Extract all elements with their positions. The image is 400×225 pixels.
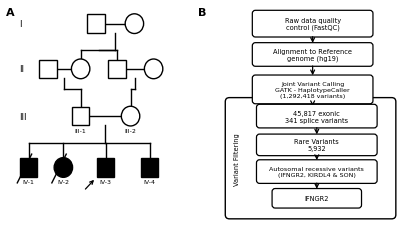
Circle shape (121, 107, 140, 126)
Text: IV-2: IV-2 (57, 180, 69, 184)
Bar (87, 15, 105, 34)
Circle shape (54, 158, 72, 178)
FancyBboxPatch shape (256, 135, 377, 156)
Text: Alignment to Reference
genome (hg19): Alignment to Reference genome (hg19) (273, 49, 352, 62)
Circle shape (72, 60, 90, 79)
FancyBboxPatch shape (252, 76, 373, 104)
Bar (141, 159, 158, 177)
Bar (20, 159, 38, 177)
Bar (72, 107, 89, 126)
Text: Rare Variants
5,932: Rare Variants 5,932 (294, 139, 339, 152)
Text: I: I (19, 20, 22, 29)
Text: 45,817 exonic
341 splice variants: 45,817 exonic 341 splice variants (285, 110, 348, 123)
FancyBboxPatch shape (256, 160, 377, 184)
Text: III-1: III-1 (75, 128, 86, 133)
Text: Variant Filtering: Variant Filtering (234, 132, 240, 185)
FancyBboxPatch shape (252, 43, 373, 67)
Bar (97, 159, 114, 177)
Text: III: III (19, 112, 27, 121)
Text: B: B (198, 8, 207, 18)
Text: III-2: III-2 (125, 129, 136, 134)
FancyBboxPatch shape (256, 105, 377, 128)
Text: IV: IV (19, 163, 28, 172)
Text: IV-1: IV-1 (23, 179, 35, 184)
Text: IV-4: IV-4 (144, 179, 156, 184)
FancyBboxPatch shape (225, 98, 396, 219)
Circle shape (125, 15, 144, 34)
Text: II: II (19, 65, 24, 74)
Text: Raw data quality
control (FastQC): Raw data quality control (FastQC) (284, 18, 341, 31)
Text: Autosomal recessive variants
(IFNGR2, KIRDL4 & SON): Autosomal recessive variants (IFNGR2, KI… (269, 166, 364, 177)
Circle shape (144, 60, 163, 79)
Bar (108, 60, 126, 79)
Text: A: A (6, 8, 14, 18)
FancyBboxPatch shape (272, 189, 362, 208)
FancyBboxPatch shape (252, 11, 373, 38)
Text: Joint Variant Calling
GATK - HaplotypeCaller
(1,292,418 variants): Joint Variant Calling GATK - HaplotypeCa… (275, 82, 350, 98)
Text: IFNGR2: IFNGR2 (304, 196, 329, 201)
Bar (39, 60, 57, 79)
Text: IV-3: IV-3 (100, 179, 112, 184)
